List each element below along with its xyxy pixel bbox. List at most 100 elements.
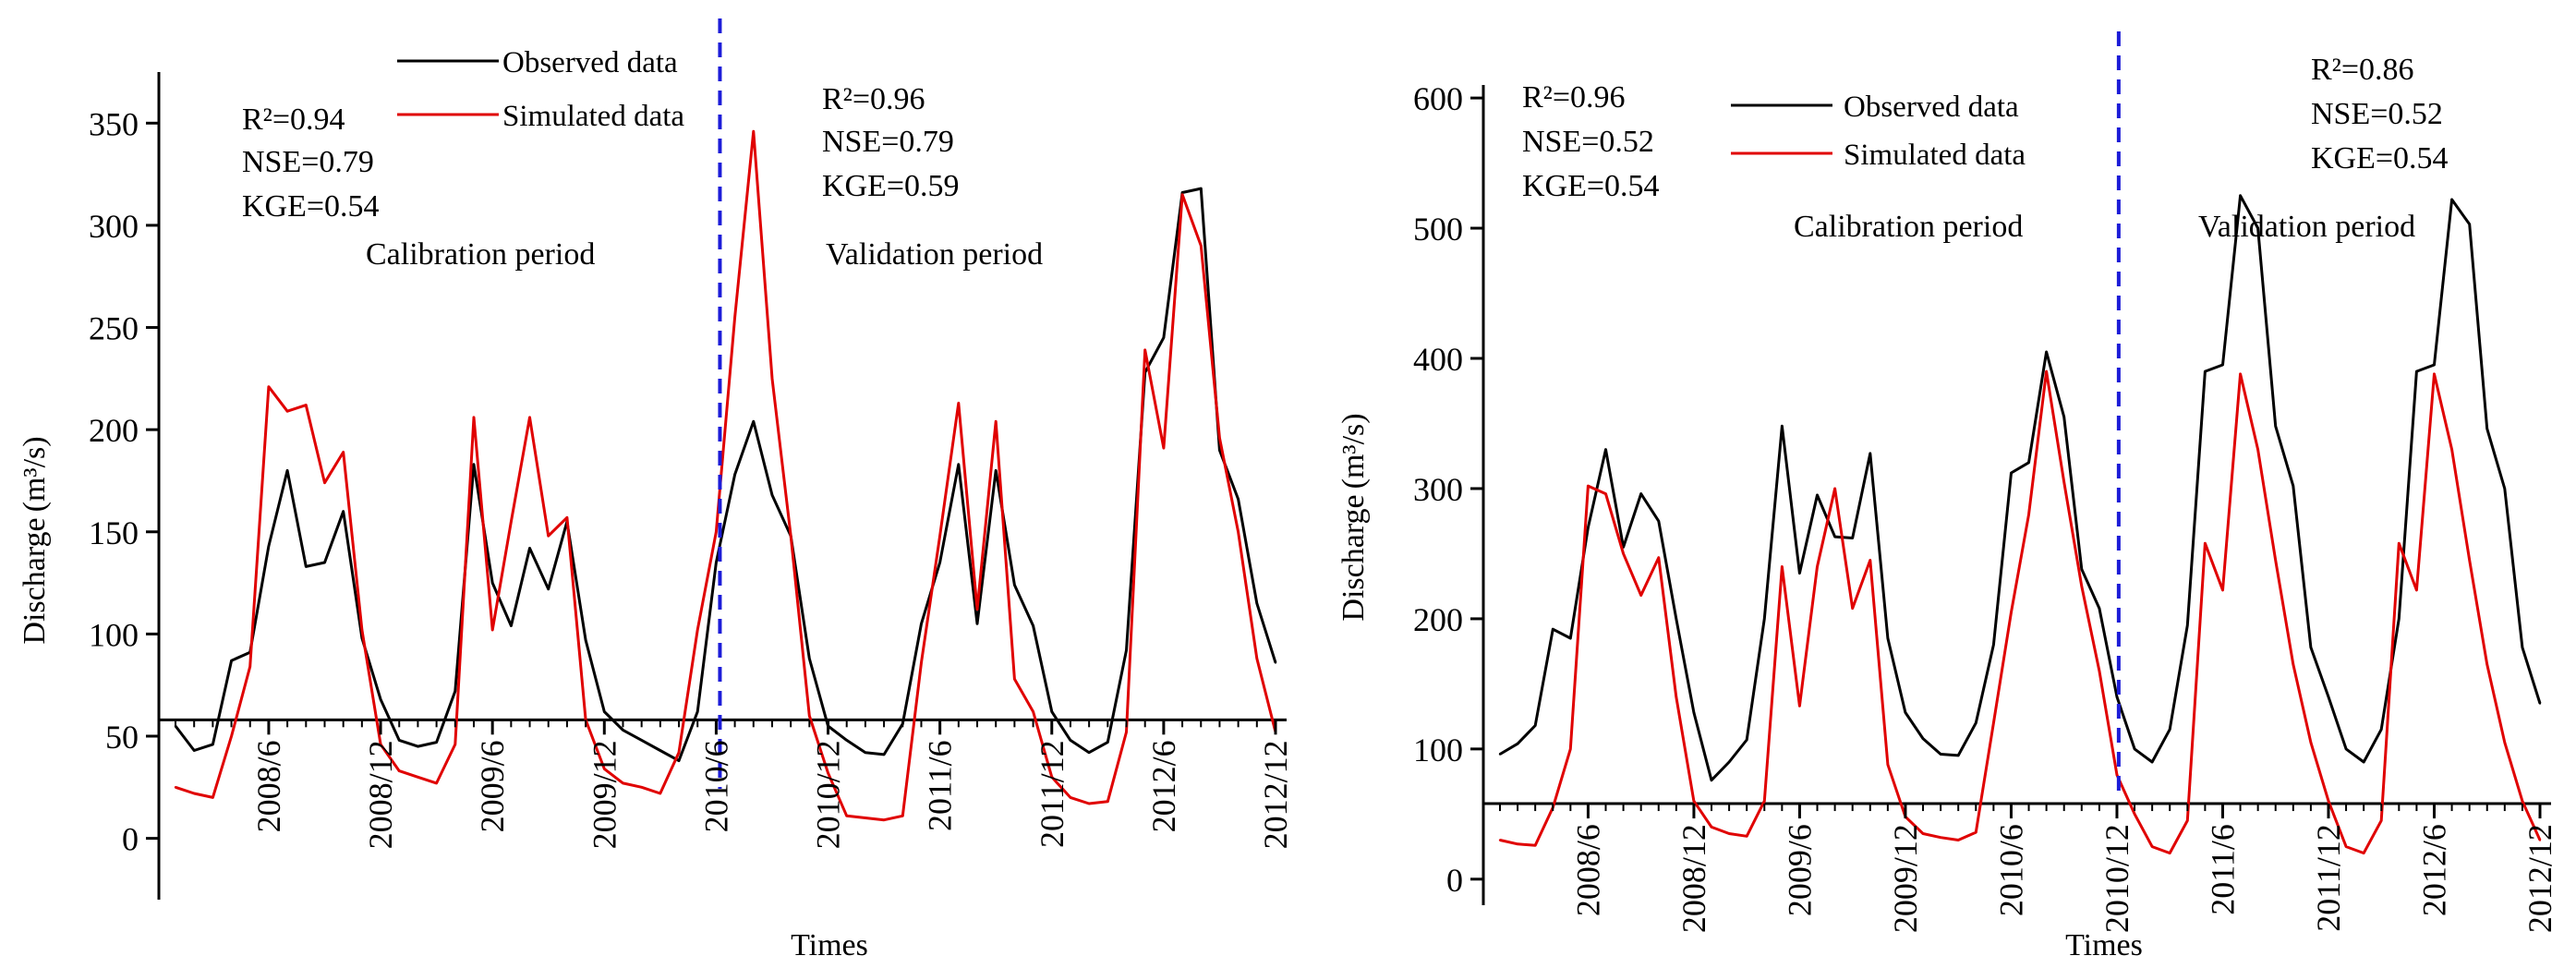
left-x-tick-label-1: 2008/12: [362, 740, 399, 849]
right-simulated-point: [1869, 559, 1871, 562]
left-observed-point: [1013, 584, 1016, 587]
right-simulated-point: [2010, 611, 2013, 614]
right-simulated-point: [1657, 556, 1660, 559]
left-observed-point: [882, 753, 886, 756]
right-legend-observed-label: Observed data: [1844, 91, 2019, 124]
right-observed-point: [2468, 223, 2471, 226]
right-simulated-point: [1710, 826, 1713, 829]
left-simulated-point: [379, 743, 382, 746]
right-observed-point: [1975, 721, 1977, 724]
right-simulated-point: [2398, 541, 2401, 545]
left-observed-point: [472, 463, 476, 466]
right-calibration-stats: R²=0.96 NSE=0.52 KGE=0.54: [1522, 80, 1660, 203]
right-simulated-point: [1639, 594, 1642, 597]
right-validation-label: Validation period: [2198, 210, 2415, 244]
left-observed-point: [864, 751, 867, 754]
right-simulated-point: [2433, 372, 2436, 376]
left-observed-point: [584, 638, 587, 642]
right-observed-point: [2027, 461, 2030, 464]
right-simulated-point: [2344, 845, 2348, 848]
left-observed-point: [808, 657, 811, 660]
left-observed-point: [770, 493, 774, 497]
right-y-tick-label-500: 500: [1413, 211, 1463, 248]
right-observed-point: [1763, 617, 1766, 621]
right-ticks-group: 0 100 200 300 400 500 600 2008/6 2008/12 2009/6 20…: [1413, 80, 2558, 933]
left-observed-point: [1218, 449, 1221, 452]
right-y-tick-label-600: 600: [1413, 80, 1463, 117]
left-simulated-point: [510, 520, 513, 523]
left-observed-point: [212, 743, 214, 746]
right-simulated-point: [2309, 741, 2313, 744]
right-simulated-point: [1886, 763, 1890, 766]
left-observed-point: [1125, 648, 1128, 652]
right-observed-point: [1498, 753, 1502, 756]
left-observed-point: [1107, 741, 1109, 744]
right-simulated-point: [2538, 839, 2542, 841]
right-observed-point: [2538, 702, 2542, 705]
right-observed-point: [2221, 363, 2224, 367]
left-observed-point: [323, 561, 326, 564]
left-simulated-point: [677, 751, 681, 754]
right-simulated-point: [2415, 588, 2418, 592]
left-simulated-point: [1162, 446, 1166, 450]
right-x-tick-label-3: 2009/12: [1887, 824, 1924, 933]
right-observed-point: [2115, 696, 2119, 698]
right-y-tick-label-200: 200: [1413, 601, 1463, 638]
left-simulated-point: [975, 608, 979, 611]
right-simulated-point: [2521, 800, 2524, 803]
left-x-tick-label-4: 2010/6: [697, 740, 734, 832]
right-simulated-point: [2450, 448, 2453, 451]
right-cal-kge: KGE=0.54: [1522, 169, 1660, 203]
right-observed-point: [2327, 696, 2330, 698]
right-observed-point: [1604, 448, 1607, 451]
left-simulated-point: [323, 481, 326, 484]
left-observed-point: [379, 697, 382, 701]
left-simulated-point: [528, 416, 531, 419]
left-observed-point: [1200, 187, 1203, 190]
left-simulated-point: [901, 815, 904, 817]
left-simulated-point: [1069, 796, 1072, 799]
right-observed-point: [2415, 369, 2418, 373]
right-observed-point: [1710, 779, 1713, 781]
left-simulated-point: [360, 628, 364, 632]
right-simulated-point: [1498, 839, 1502, 841]
right-observed-point: [2010, 471, 2013, 475]
right-observed-point: [1992, 643, 1995, 647]
left-x-tick-label-3: 2009/12: [586, 740, 623, 849]
left-simulated-point: [603, 768, 606, 770]
left-observed-point: [1162, 336, 1166, 339]
right-observed-point: [1552, 627, 1554, 631]
right-observed-point: [1816, 493, 1819, 497]
right-series-simulated-line: [1499, 369, 2542, 855]
left-series-simulated-line: [175, 129, 1277, 822]
right-y-tick-label-100: 100: [1413, 732, 1463, 768]
left-observed-point: [398, 739, 401, 742]
right-observed-point: [2433, 363, 2436, 367]
left-series-group: [174, 18, 1277, 822]
right-observed-point: [2521, 646, 2524, 649]
right-observed-point: [1781, 425, 1784, 428]
left-simulated-point: [938, 535, 941, 538]
right-observed-point: [1921, 737, 1925, 740]
left-simulated-point: [454, 743, 456, 746]
left-simulated-point: [565, 516, 569, 519]
right-simulated-point: [2027, 513, 2030, 516]
right-simulated-point: [1975, 830, 1977, 834]
left-y-tick-label-350: 350: [89, 105, 139, 142]
right-val-r2: R²=0.86: [2311, 53, 2414, 87]
right-simulated-point: [1569, 747, 1572, 751]
left-simulated-point: [192, 792, 196, 795]
left-observed-point: [1050, 710, 1053, 713]
left-observed-point: [659, 749, 662, 752]
left-simulated-point: [789, 535, 792, 538]
left-validation-stats: R²=0.96 NSE=0.79 KGE=0.59: [822, 82, 960, 203]
left-observed-point: [938, 561, 941, 564]
left-observed-point: [454, 690, 456, 693]
left-x-tick-label-5: 2010/12: [810, 740, 847, 849]
left-observed-point: [490, 581, 494, 585]
right-observed-point: [2150, 760, 2154, 764]
left-observed-point: [640, 739, 643, 742]
left-observed-point: [342, 510, 345, 513]
left-simulated-point: [696, 628, 699, 632]
right-observed-point: [2045, 350, 2048, 354]
